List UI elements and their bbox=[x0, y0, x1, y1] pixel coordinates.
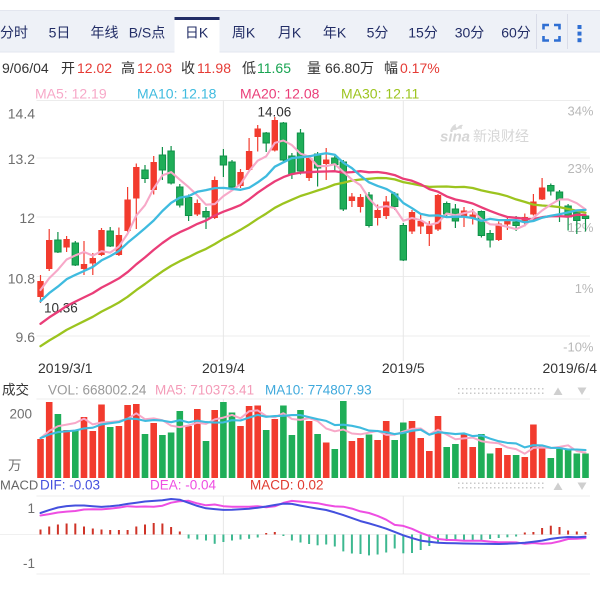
svg-text:成交: 成交 bbox=[2, 382, 29, 398]
svg-text:年K: 年K bbox=[323, 25, 347, 41]
svg-text:1: 1 bbox=[27, 501, 35, 516]
svg-text:12%: 12% bbox=[567, 220, 593, 235]
svg-text:量: 量 bbox=[307, 60, 321, 76]
svg-text:MA10: 12.18: MA10: 12.18 bbox=[137, 86, 217, 102]
svg-text:DEA: -0.04: DEA: -0.04 bbox=[150, 478, 217, 493]
svg-text:-10%: -10% bbox=[563, 340, 594, 355]
svg-text:9.6: 9.6 bbox=[16, 329, 36, 345]
svg-text:13.2: 13.2 bbox=[8, 151, 35, 167]
svg-text:MACD: 0.02: MACD: 0.02 bbox=[250, 478, 324, 493]
svg-text:低: 低 bbox=[242, 60, 256, 76]
svg-text:14.4: 14.4 bbox=[8, 106, 35, 122]
svg-text:12.03: 12.03 bbox=[137, 60, 172, 76]
svg-text:200: 200 bbox=[9, 406, 32, 421]
svg-text:2019/6/4: 2019/6/4 bbox=[543, 360, 598, 376]
svg-text:MACD: MACD bbox=[0, 478, 38, 493]
svg-text:10.8: 10.8 bbox=[8, 271, 35, 287]
svg-text:新浪财经: 新浪财经 bbox=[473, 128, 529, 144]
svg-text:1%: 1% bbox=[575, 281, 594, 296]
svg-text:高: 高 bbox=[121, 60, 135, 76]
svg-text:sina: sina bbox=[440, 129, 470, 146]
svg-text:12.02: 12.02 bbox=[77, 60, 112, 76]
svg-text:周K: 周K bbox=[232, 25, 256, 41]
svg-text:2019/4: 2019/4 bbox=[202, 360, 245, 376]
svg-text:MA30: 12.11: MA30: 12.11 bbox=[341, 86, 420, 102]
svg-text:分时: 分时 bbox=[0, 25, 28, 41]
svg-text:年线: 年线 bbox=[91, 25, 119, 41]
svg-text:DIF: -0.03: DIF: -0.03 bbox=[40, 478, 100, 493]
svg-text:0.17%: 0.17% bbox=[400, 60, 440, 76]
svg-text:-1: -1 bbox=[23, 556, 35, 571]
svg-text:日K: 日K bbox=[185, 25, 209, 41]
svg-text:MA10: 774807.93: MA10: 774807.93 bbox=[265, 383, 372, 398]
svg-text:VOL: 668002.24: VOL: 668002.24 bbox=[48, 383, 147, 398]
svg-text:60分: 60分 bbox=[501, 25, 531, 41]
svg-text:12: 12 bbox=[19, 210, 35, 226]
svg-text:14.06: 14.06 bbox=[258, 104, 292, 119]
svg-text:月K: 月K bbox=[278, 25, 302, 41]
svg-text:B/S点: B/S点 bbox=[129, 25, 166, 41]
svg-text:MA5: 12.19: MA5: 12.19 bbox=[35, 86, 107, 102]
svg-text:MA20: 12.08: MA20: 12.08 bbox=[240, 86, 320, 102]
svg-text:11.65: 11.65 bbox=[257, 60, 291, 76]
svg-text:66.80万: 66.80万 bbox=[325, 60, 374, 76]
svg-text:收: 收 bbox=[181, 60, 195, 76]
svg-text:15分: 15分 bbox=[408, 25, 438, 41]
svg-text:11.98: 11.98 bbox=[197, 60, 231, 76]
svg-text:2019/3/1: 2019/3/1 bbox=[38, 360, 93, 376]
svg-text:开: 开 bbox=[61, 60, 75, 76]
svg-text:30分: 30分 bbox=[455, 25, 485, 41]
svg-text:9/06/04: 9/06/04 bbox=[2, 60, 49, 76]
svg-text:万: 万 bbox=[8, 458, 22, 473]
svg-text:5日: 5日 bbox=[49, 25, 71, 41]
svg-text:2019/5: 2019/5 bbox=[382, 360, 425, 376]
svg-text:23%: 23% bbox=[567, 161, 593, 176]
svg-text:幅: 幅 bbox=[384, 60, 398, 76]
svg-text:34%: 34% bbox=[567, 104, 593, 119]
svg-text:MA5: 710373.41: MA5: 710373.41 bbox=[155, 383, 254, 398]
svg-text:5分: 5分 bbox=[367, 25, 389, 41]
